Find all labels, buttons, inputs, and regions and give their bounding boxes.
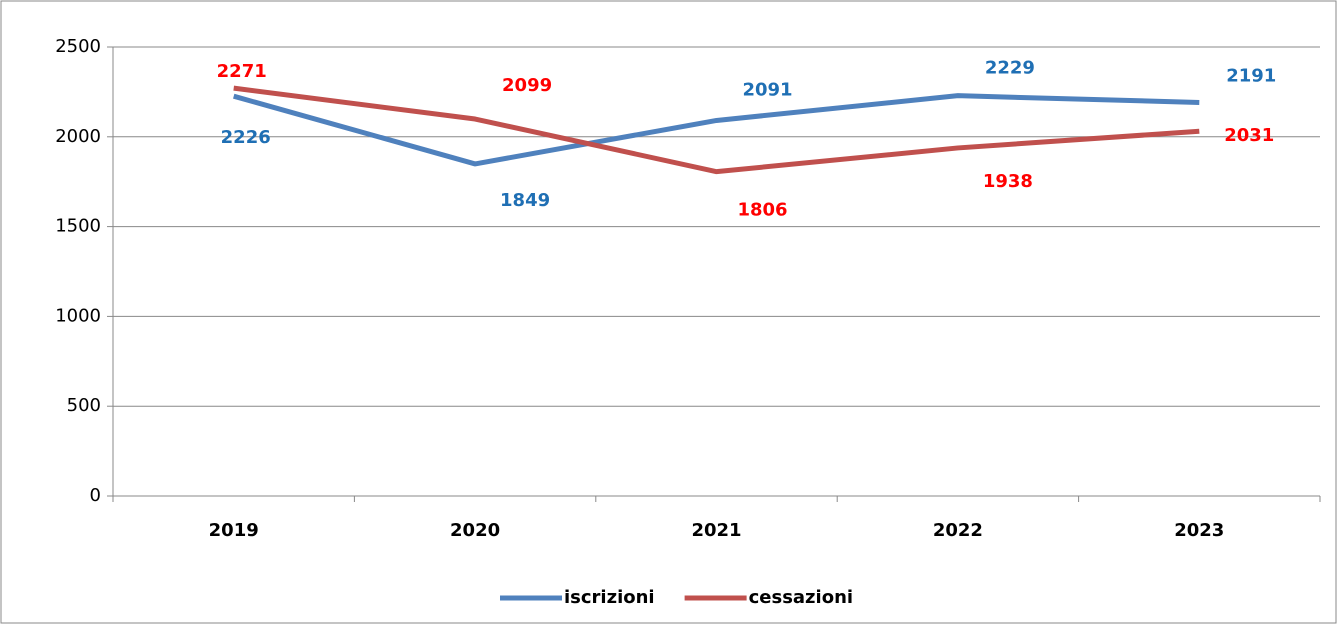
- legend-label: cessazioni: [749, 587, 853, 608]
- data-label: 2229: [985, 58, 1035, 79]
- x-tick-label: 2022: [933, 520, 983, 541]
- x-tick-label: 2021: [691, 520, 741, 541]
- y-tick-label: 1000: [55, 305, 101, 326]
- y-tick-label: 0: [90, 485, 101, 506]
- y-tick-label: 500: [67, 395, 101, 416]
- data-label: 2271: [217, 61, 267, 82]
- legend-label: iscrizioni: [564, 587, 655, 608]
- data-label: 2091: [742, 79, 792, 100]
- y-tick-label: 2000: [55, 126, 101, 147]
- data-label: 2226: [221, 127, 271, 148]
- data-label: 1849: [500, 190, 550, 211]
- y-tick-label: 1500: [55, 216, 101, 237]
- data-label: 1806: [737, 200, 787, 221]
- y-tick-label: 2500: [55, 36, 101, 57]
- x-tick-label: 2019: [209, 520, 259, 541]
- line-series: [233, 93, 1200, 167]
- data-label: 2099: [502, 75, 552, 96]
- x-tick-label: 2020: [450, 520, 500, 541]
- data-label: 2191: [1226, 65, 1276, 86]
- line-series: [233, 85, 1200, 175]
- x-tick-label: 2023: [1174, 520, 1224, 541]
- data-label: 2031: [1224, 125, 1274, 146]
- data-label: 1938: [983, 171, 1033, 192]
